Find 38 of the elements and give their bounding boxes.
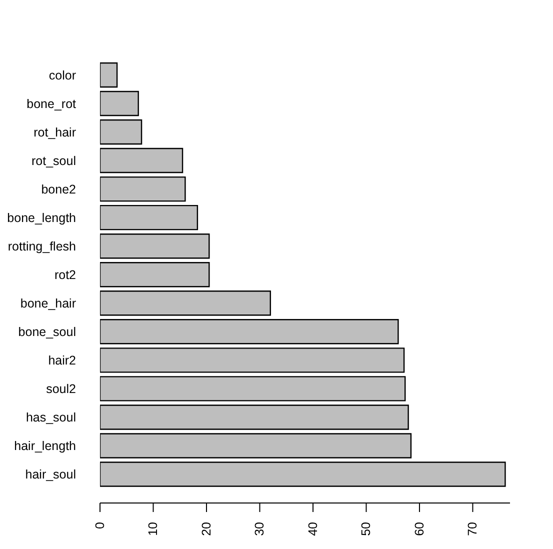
bar <box>100 290 271 316</box>
bar <box>100 62 118 88</box>
x-tick-label: 40 <box>306 522 320 536</box>
bar <box>100 462 506 487</box>
x-tick-label: 30 <box>252 522 267 536</box>
y-tick-label: hair2 <box>48 353 76 368</box>
y-tick-label: bone_rot <box>26 96 77 111</box>
x-tick-label: 0 <box>93 522 107 529</box>
y-tick-label: hair_length <box>14 439 76 454</box>
y-tick-label: bone2 <box>41 182 76 196</box>
x-tick-label: 60 <box>412 522 426 536</box>
y-tick-label: rot_hair <box>34 125 76 140</box>
bar <box>100 233 210 259</box>
y-tick-label: rot_soul <box>32 154 76 168</box>
y-tick-label: bone_hair <box>20 296 76 310</box>
x-tick-label: 50 <box>359 522 374 536</box>
bar <box>100 404 409 430</box>
bar <box>100 348 405 373</box>
y-tick-label: rot2 <box>54 268 76 282</box>
y-tick-label: rotting_flesh <box>8 239 76 254</box>
bar <box>100 119 142 145</box>
y-tick-label: bone_length <box>7 210 76 225</box>
y-tick-label: has_soul <box>26 410 76 425</box>
x-tick-label: 10 <box>146 522 160 536</box>
bar <box>100 433 412 458</box>
bar <box>100 262 210 288</box>
bar <box>100 376 406 402</box>
x-tick-label: 70 <box>466 522 480 536</box>
bar <box>100 176 186 202</box>
bar <box>100 204 198 230</box>
bar <box>100 319 399 344</box>
y-tick-label: hair_soul <box>25 468 76 482</box>
bar <box>100 148 184 174</box>
y-tick-label: bone_soul <box>18 324 76 339</box>
bar <box>100 90 139 116</box>
x-tick-label: 20 <box>199 522 214 536</box>
y-tick-label: soul2 <box>46 382 76 396</box>
y-tick-label: color <box>48 68 76 82</box>
